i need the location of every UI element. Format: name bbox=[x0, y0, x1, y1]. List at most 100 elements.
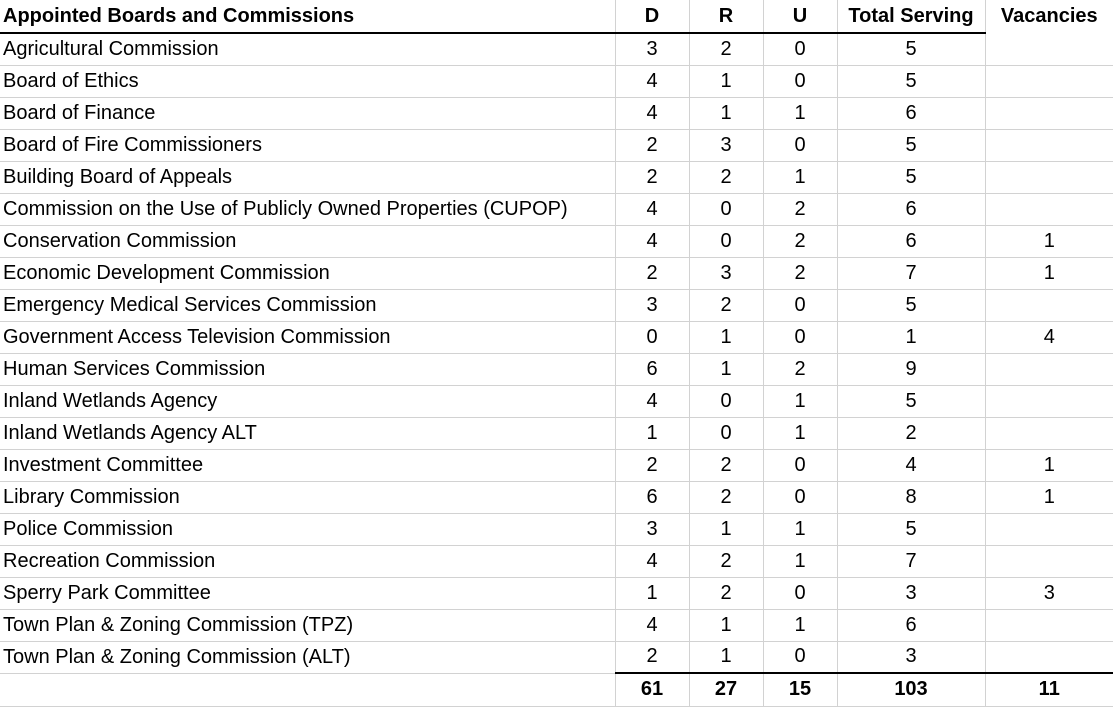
column-header-u: U bbox=[762, 0, 837, 34]
total-serving-value-cell: 6 bbox=[836, 609, 985, 642]
u-value-cell: 0 bbox=[762, 641, 837, 674]
table-row: Building Board of Appeals 2 2 1 5 bbox=[0, 161, 1113, 194]
u-value-cell: 1 bbox=[762, 417, 837, 450]
d-value-cell: 4 bbox=[614, 609, 689, 642]
column-header-vacancies: Vacancies bbox=[984, 0, 1113, 33]
board-name-cell: Sperry Park Committee bbox=[0, 577, 615, 610]
totals-row: 61 27 15 103 11 bbox=[0, 672, 1113, 707]
vacancies-value-cell bbox=[984, 353, 1113, 386]
u-value-cell: 1 bbox=[762, 385, 837, 418]
header-row: Appointed Boards and Commissions D R U T… bbox=[0, 0, 1113, 34]
r-value-cell: 2 bbox=[688, 545, 763, 578]
d-value-cell: 4 bbox=[614, 545, 689, 578]
total-serving-value-cell: 6 bbox=[836, 193, 985, 226]
u-value-cell: 0 bbox=[762, 33, 837, 66]
table-row: Inland Wetlands Agency ALT 1 0 1 2 bbox=[0, 417, 1113, 450]
board-name-cell: Economic Development Commission bbox=[0, 257, 615, 290]
u-value-cell: 2 bbox=[762, 353, 837, 386]
vacancies-value-cell bbox=[984, 161, 1113, 194]
board-name-cell: Recreation Commission bbox=[0, 545, 615, 578]
total-serving-value-cell: 5 bbox=[836, 385, 985, 418]
table-body: Agricultural Commission 3 2 0 5 Board of Ethi… bbox=[0, 33, 1113, 674]
vacancies-value-cell: 1 bbox=[984, 257, 1113, 290]
column-header-total-serving: Total Serving bbox=[836, 0, 985, 34]
table-row: Government Access Television Commission 0… bbox=[0, 321, 1113, 354]
vacancies-value-cell: 4 bbox=[984, 321, 1113, 354]
board-name-cell: Emergency Medical Services Commission bbox=[0, 289, 615, 322]
u-value-cell: 2 bbox=[762, 193, 837, 226]
totals-total-serving-cell: 103 bbox=[836, 672, 985, 707]
vacancies-value-cell bbox=[984, 417, 1113, 450]
total-serving-value-cell: 5 bbox=[836, 161, 985, 194]
d-value-cell: 2 bbox=[614, 129, 689, 162]
u-value-cell: 0 bbox=[762, 321, 837, 354]
r-value-cell: 2 bbox=[688, 289, 763, 322]
total-serving-value-cell: 2 bbox=[836, 417, 985, 450]
d-value-cell: 4 bbox=[614, 65, 689, 98]
d-value-cell: 4 bbox=[614, 225, 689, 258]
table-row: Board of Finance 4 1 1 6 bbox=[0, 97, 1113, 130]
d-value-cell: 1 bbox=[614, 577, 689, 610]
vacancies-value-cell: 1 bbox=[984, 481, 1113, 514]
totals-empty-cell bbox=[0, 672, 615, 707]
vacancies-value-cell bbox=[984, 545, 1113, 578]
r-value-cell: 1 bbox=[688, 641, 763, 674]
board-name-cell: Inland Wetlands Agency bbox=[0, 385, 615, 418]
totals-vacancies-cell: 11 bbox=[984, 672, 1113, 707]
total-serving-value-cell: 5 bbox=[836, 129, 985, 162]
total-serving-value-cell: 6 bbox=[836, 225, 985, 258]
table-row: Emergency Medical Services Commission 3 2 0… bbox=[0, 289, 1113, 322]
totals-u-cell: 15 bbox=[762, 672, 837, 707]
vacancies-value-cell bbox=[984, 193, 1113, 226]
d-value-cell: 2 bbox=[614, 257, 689, 290]
total-serving-value-cell: 6 bbox=[836, 97, 985, 130]
total-serving-value-cell: 9 bbox=[836, 353, 985, 386]
table-row: Town Plan & Zoning Commission (TPZ) 4 1 1 6 bbox=[0, 609, 1113, 642]
r-value-cell: 1 bbox=[688, 321, 763, 354]
r-value-cell: 1 bbox=[688, 97, 763, 130]
table-row: Recreation Commission 4 2 1 7 bbox=[0, 545, 1113, 578]
total-serving-value-cell: 5 bbox=[836, 513, 985, 546]
column-header-d: D bbox=[614, 0, 689, 34]
d-value-cell: 6 bbox=[614, 481, 689, 514]
table-row: Human Services Commission 6 1 2 9 bbox=[0, 353, 1113, 386]
u-value-cell: 0 bbox=[762, 481, 837, 514]
vacancies-value-cell: 1 bbox=[984, 449, 1113, 482]
total-serving-value-cell: 5 bbox=[836, 33, 985, 66]
d-value-cell: 2 bbox=[614, 161, 689, 194]
total-serving-value-cell: 1 bbox=[836, 321, 985, 354]
r-value-cell: 3 bbox=[688, 129, 763, 162]
u-value-cell: 1 bbox=[762, 97, 837, 130]
vacancies-value-cell bbox=[984, 513, 1113, 546]
r-value-cell: 2 bbox=[688, 161, 763, 194]
u-value-cell: 1 bbox=[762, 545, 837, 578]
table-row: Police Commission 3 1 1 5 bbox=[0, 513, 1113, 546]
r-value-cell: 0 bbox=[688, 193, 763, 226]
r-value-cell: 3 bbox=[688, 257, 763, 290]
d-value-cell: 1 bbox=[614, 417, 689, 450]
board-name-cell: Commission on the Use of Publicly Owned … bbox=[0, 193, 615, 226]
board-name-cell: Conservation Commission bbox=[0, 225, 615, 258]
d-value-cell: 3 bbox=[614, 513, 689, 546]
d-value-cell: 4 bbox=[614, 97, 689, 130]
d-value-cell: 2 bbox=[614, 449, 689, 482]
vacancies-value-cell bbox=[984, 609, 1113, 642]
r-value-cell: 0 bbox=[688, 225, 763, 258]
u-value-cell: 2 bbox=[762, 257, 837, 290]
totals-d-cell: 61 bbox=[614, 672, 689, 707]
total-serving-value-cell: 5 bbox=[836, 65, 985, 98]
board-name-cell: Inland Wetlands Agency ALT bbox=[0, 417, 615, 450]
board-name-cell: Library Commission bbox=[0, 481, 615, 514]
u-value-cell: 1 bbox=[762, 609, 837, 642]
total-serving-value-cell: 4 bbox=[836, 449, 985, 482]
d-value-cell: 3 bbox=[614, 289, 689, 322]
r-value-cell: 1 bbox=[688, 609, 763, 642]
vacancies-value-cell bbox=[984, 289, 1113, 322]
r-value-cell: 2 bbox=[688, 577, 763, 610]
r-value-cell: 0 bbox=[688, 385, 763, 418]
table-row: Town Plan & Zoning Commission (ALT) 2 1 0 3 bbox=[0, 641, 1113, 674]
u-value-cell: 0 bbox=[762, 129, 837, 162]
total-serving-value-cell: 8 bbox=[836, 481, 985, 514]
board-name-cell: Investment Committee bbox=[0, 449, 615, 482]
